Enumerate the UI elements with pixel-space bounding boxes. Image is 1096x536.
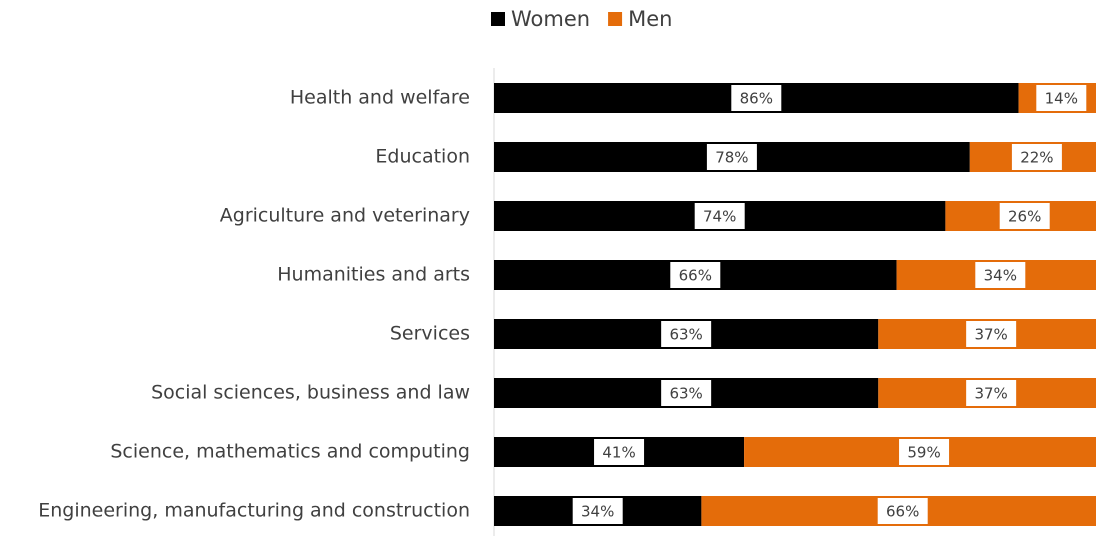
legend-label: Women <box>511 7 590 31</box>
label-box <box>670 262 721 288</box>
label-box <box>572 498 623 524</box>
label-box <box>877 498 928 524</box>
label-box <box>1036 85 1087 111</box>
data-label: 66% <box>679 267 712 285</box>
data-label: 78% <box>715 149 748 167</box>
data-label: 41% <box>602 444 635 462</box>
label-box <box>661 321 712 347</box>
data-label: 59% <box>907 444 940 462</box>
data-label: 63% <box>669 326 702 344</box>
label-box <box>731 85 782 111</box>
data-label: 34% <box>581 503 614 521</box>
label-box <box>661 380 712 406</box>
label-box <box>899 439 950 465</box>
legend-swatch <box>608 12 623 26</box>
category-label: Health and welfare <box>290 87 470 109</box>
data-label: 34% <box>984 267 1017 285</box>
data-label: 37% <box>974 385 1007 403</box>
data-label: 22% <box>1020 149 1053 167</box>
category-label: Agriculture and veterinary <box>220 205 470 227</box>
data-label: 14% <box>1045 90 1078 108</box>
data-label: 37% <box>974 326 1007 344</box>
legend-label: Men <box>628 7 672 31</box>
label-box <box>975 262 1026 288</box>
label-box <box>966 380 1017 406</box>
data-label: 63% <box>669 385 702 403</box>
data-label: 74% <box>703 208 736 226</box>
category-label: Social sciences, business and law <box>151 382 470 404</box>
label-box <box>1011 144 1062 170</box>
category-label: Services <box>390 323 470 345</box>
data-label: 86% <box>740 90 773 108</box>
category-label: Humanities and arts <box>277 264 470 286</box>
label-box <box>999 203 1050 229</box>
legend-swatch <box>491 12 505 26</box>
label-box <box>966 321 1017 347</box>
label-box <box>706 144 757 170</box>
category-label: Education <box>375 146 470 168</box>
data-label: 66% <box>886 503 919 521</box>
data-label: 26% <box>1008 208 1041 226</box>
label-box <box>594 439 645 465</box>
category-label: Science, mathematics and computing <box>110 441 470 463</box>
label-box <box>694 203 745 229</box>
category-label: Engineering, manufacturing and construct… <box>38 500 470 522</box>
